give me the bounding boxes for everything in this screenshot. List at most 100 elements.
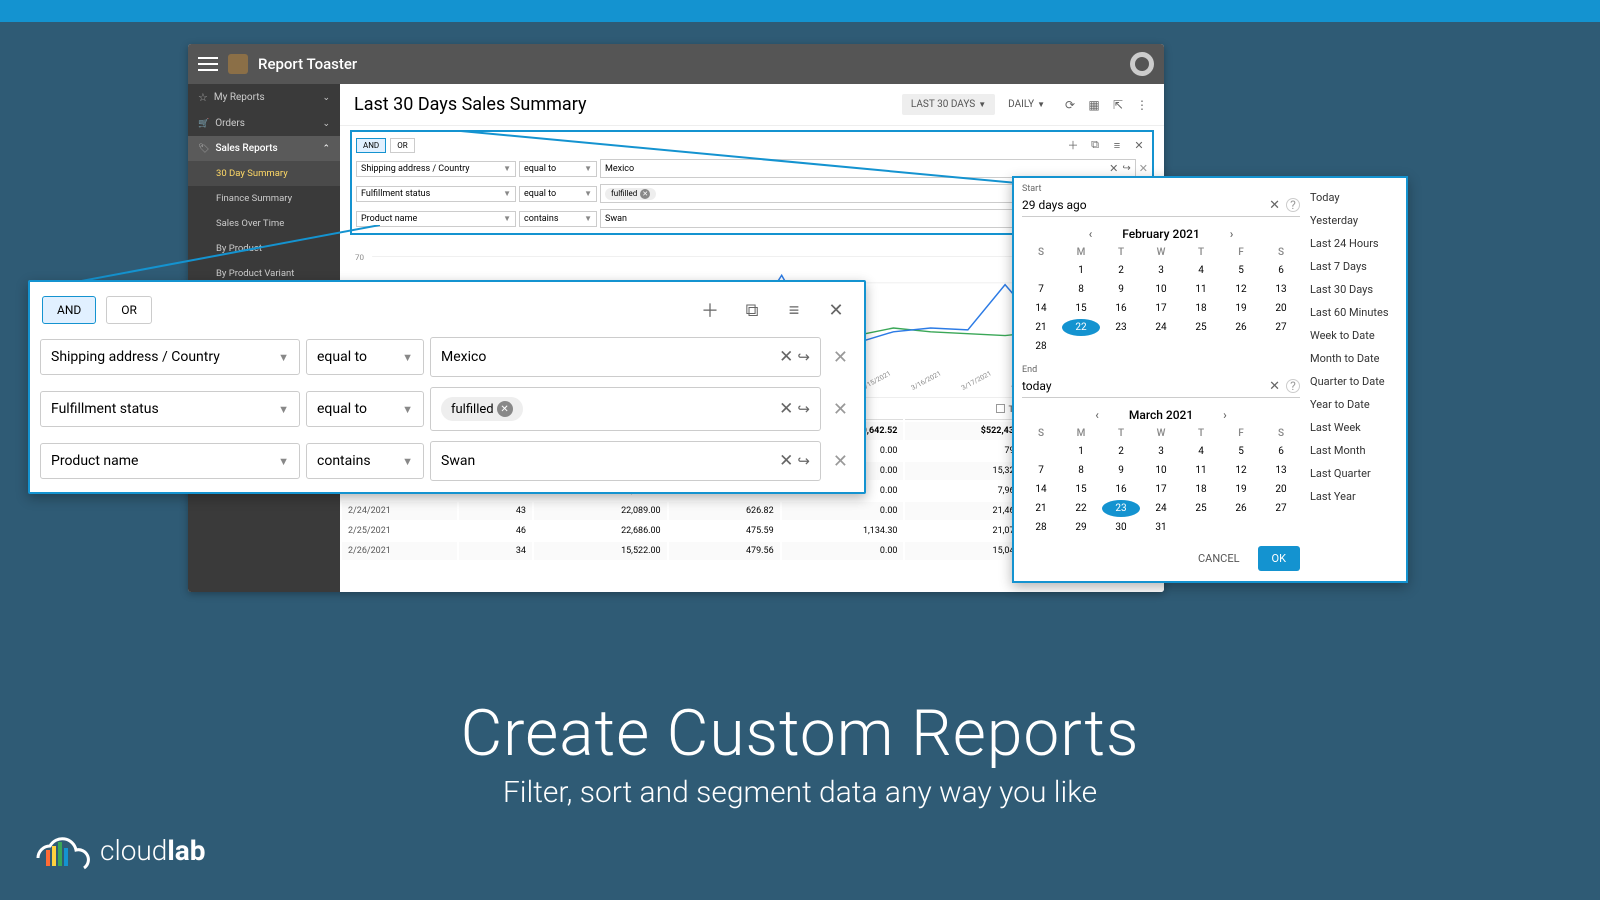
sidebar-sub-item[interactable]: 30 Day Summary [188, 161, 340, 186]
calendar-day[interactable]: 12 [1222, 281, 1260, 298]
sidebar-sub-item[interactable]: Finance Summary [188, 186, 340, 211]
calendar-day[interactable]: 7 [1022, 281, 1060, 298]
chip-remove-icon[interactable]: ✕ [640, 189, 650, 199]
calendar-day[interactable]: 3 [1142, 262, 1180, 279]
sidebar-sub-item[interactable]: Sales Over Time [188, 211, 340, 236]
calendar-day[interactable]: 24 [1142, 500, 1180, 517]
filter-op-select[interactable]: equal to▼ [306, 339, 424, 375]
taxes-checkbox[interactable] [996, 404, 1005, 413]
calendar-day[interactable]: 12 [1222, 462, 1260, 479]
logic-and-button[interactable]: AND [356, 138, 386, 153]
clear-icon[interactable]: ✕ [1269, 379, 1280, 394]
calendar-day[interactable]: 9 [1102, 281, 1140, 298]
date-preset-item[interactable]: Last Week [1308, 416, 1398, 439]
calendar-day[interactable]: 15 [1062, 300, 1100, 317]
filter-value-input[interactable]: fulfilled✕ ✕ ↪ [430, 387, 821, 431]
calendar-day[interactable]: 15 [1062, 481, 1100, 498]
calendar-day[interactable]: 10 [1142, 281, 1180, 298]
filter-op-select[interactable]: contains▼ [519, 211, 597, 227]
filter-field-select[interactable]: Product name▼ [356, 211, 516, 227]
calendar-day[interactable]: 26 [1222, 319, 1260, 336]
date-preset-item[interactable]: Yesterday [1308, 209, 1398, 232]
date-preset-item[interactable]: Year to Date [1308, 393, 1398, 416]
remove-row-icon[interactable]: ✕ [827, 399, 854, 420]
calendar-day[interactable]: 22 [1062, 500, 1100, 517]
calendar-day[interactable]: 19 [1222, 481, 1260, 498]
calendar-day[interactable]: 2 [1102, 443, 1140, 460]
redo-icon[interactable]: ↪ [797, 452, 810, 470]
clear-icon[interactable]: ✕ [1269, 198, 1280, 213]
calendar-day[interactable]: 8 [1062, 462, 1100, 479]
date-preset-item[interactable]: Last Month [1308, 439, 1398, 462]
clear-icon[interactable]: ✕ [1109, 162, 1118, 175]
refresh-icon[interactable]: ⟳ [1062, 97, 1078, 113]
sort-icon[interactable]: ≡ [1108, 136, 1126, 154]
calendar-day[interactable]: 5 [1222, 443, 1260, 460]
calendar-day[interactable]: 11 [1182, 462, 1220, 479]
filter-value-input[interactable]: Swan ✕ ↪ [430, 441, 821, 481]
calendar-day[interactable]: 24 [1142, 319, 1180, 336]
clear-icon[interactable]: ✕ [779, 451, 793, 471]
calendar-day[interactable]: 25 [1182, 500, 1220, 517]
close-icon[interactable]: ✕ [1130, 136, 1148, 154]
calendar-day[interactable]: 21 [1022, 500, 1060, 517]
filter-chip[interactable]: fulfilled✕ [605, 188, 656, 200]
calendar-day[interactable]: 5 [1222, 262, 1260, 279]
filter-value-input[interactable]: Mexico ✕ ↪ [430, 337, 821, 377]
calendar-day[interactable]: 3 [1142, 443, 1180, 460]
calendar-day[interactable]: 31 [1142, 519, 1180, 536]
calendar-day[interactable]: 23 [1102, 500, 1140, 517]
date-preset-item[interactable]: Last 30 Days [1308, 278, 1398, 301]
calendar-day[interactable]: 18 [1182, 300, 1220, 317]
calendar-day[interactable]: 1 [1062, 262, 1100, 279]
calendar-day[interactable]: 9 [1102, 462, 1140, 479]
redo-icon[interactable]: ↪ [1122, 163, 1130, 174]
calendar-day[interactable]: 26 [1222, 500, 1260, 517]
prev-month-icon[interactable]: ‹ [1089, 227, 1093, 241]
redo-icon[interactable]: ↪ [797, 348, 810, 366]
calendar-day[interactable]: 14 [1022, 481, 1060, 498]
calendar-day[interactable]: 28 [1022, 338, 1060, 355]
date-preset-item[interactable]: Month to Date [1308, 347, 1398, 370]
interval-button[interactable]: DAILY▼ [999, 94, 1054, 115]
sidebar-item-sales[interactable]: Sales Reports ⌃ [188, 136, 340, 161]
logic-and-button[interactable]: AND [42, 296, 96, 324]
calendar-day[interactable]: 27 [1262, 500, 1300, 517]
date-preset-item[interactable]: Last Quarter [1308, 462, 1398, 485]
calendar-day[interactable]: 2 [1102, 262, 1140, 279]
start-input[interactable] [1022, 196, 1269, 214]
duplicate-icon[interactable]: ⧉ [1086, 136, 1104, 154]
calendar-day[interactable]: 17 [1142, 300, 1180, 317]
remove-row-icon[interactable]: ✕ [1139, 162, 1148, 175]
close-icon[interactable]: ✕ [820, 294, 852, 326]
calendar-day[interactable]: 23 [1102, 319, 1140, 336]
calendar-day[interactable]: 20 [1262, 481, 1300, 498]
calendar-day[interactable]: 30 [1102, 519, 1140, 536]
date-preset-item[interactable]: Quarter to Date [1308, 370, 1398, 393]
help-icon[interactable]: ? [1286, 379, 1300, 393]
filter-op-select[interactable]: equal to▼ [519, 161, 597, 177]
grid-icon[interactable]: ▦ [1086, 97, 1102, 113]
logic-or-button[interactable]: OR [390, 138, 414, 153]
calendar-day[interactable]: 13 [1262, 462, 1300, 479]
calendar-day[interactable]: 29 [1062, 519, 1100, 536]
chip-remove-icon[interactable]: ✕ [497, 401, 513, 417]
calendar-day[interactable]: 10 [1142, 462, 1180, 479]
calendar-day[interactable]: 19 [1222, 300, 1260, 317]
redo-icon[interactable]: ↪ [797, 400, 810, 418]
sidebar-item-orders[interactable]: Orders ⌄ [188, 111, 340, 136]
cancel-button[interactable]: CANCEL [1188, 546, 1250, 571]
export-icon[interactable]: ⇱ [1110, 97, 1126, 113]
calendar-day[interactable]: 13 [1262, 281, 1300, 298]
account-icon[interactable] [1130, 52, 1154, 76]
next-month-icon[interactable]: › [1223, 408, 1227, 422]
filter-op-select[interactable]: contains▼ [306, 443, 424, 479]
range-button[interactable]: LAST 30 DAYS▼ [902, 94, 995, 115]
help-icon[interactable]: ? [1286, 198, 1300, 212]
calendar-day[interactable]: 11 [1182, 281, 1220, 298]
calendar-day[interactable]: 16 [1102, 481, 1140, 498]
calendar-day[interactable]: 27 [1262, 319, 1300, 336]
calendar-day[interactable]: 17 [1142, 481, 1180, 498]
remove-row-icon[interactable]: ✕ [827, 347, 854, 368]
calendar-day[interactable]: 4 [1182, 443, 1220, 460]
